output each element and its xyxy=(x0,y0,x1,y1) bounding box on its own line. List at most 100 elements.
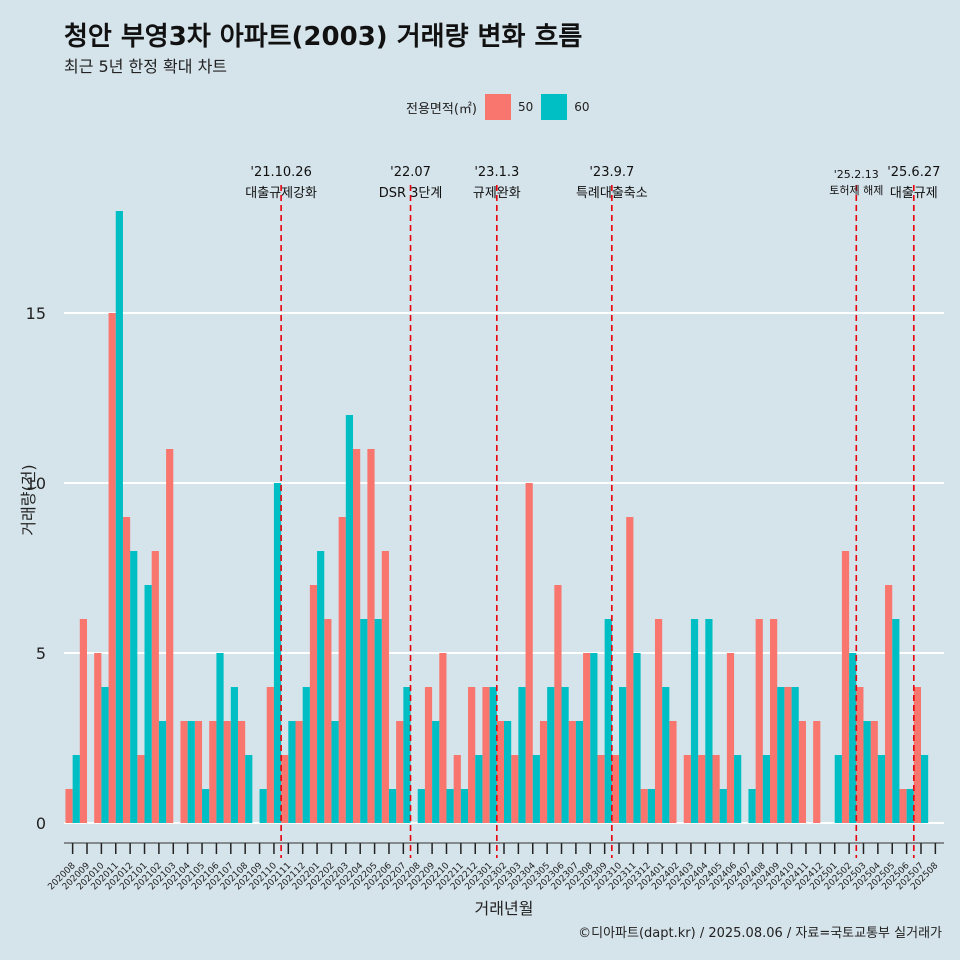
bar-60-202112 xyxy=(302,687,310,823)
bar-50-202112 xyxy=(295,721,303,823)
bar-60-202409 xyxy=(777,687,785,823)
bar-50-202207 xyxy=(396,721,404,823)
bar-50-202009 xyxy=(79,619,88,823)
bar-60-202302 xyxy=(504,721,512,823)
bar-60-202307 xyxy=(575,721,584,823)
bar-60-202410 xyxy=(791,687,799,823)
bar-60-202408 xyxy=(762,755,771,823)
source-caption: ©디아파트(dapt.kr) / 2025.08.06 / 자료=국토교통부 실… xyxy=(578,926,942,941)
bar-50-202101 xyxy=(137,755,145,823)
legend-key-50 xyxy=(484,94,511,120)
bar-60-202406 xyxy=(734,755,742,823)
policy-date-4: '25.2.13 xyxy=(834,168,879,181)
bar-60-202405 xyxy=(719,789,727,823)
bar-60-202407 xyxy=(748,789,756,823)
bar-60-202211 xyxy=(460,789,469,823)
policy-date-2: '23.1.3 xyxy=(474,165,519,180)
bar-50-202204 xyxy=(353,449,361,823)
bar-50-202302 xyxy=(496,721,504,823)
bar-60-202104 xyxy=(187,721,195,823)
bar-60-202506 xyxy=(906,789,914,823)
policy-date-1: '22.07 xyxy=(390,165,431,180)
bar-50-202408 xyxy=(755,619,763,823)
bar-60-202111 xyxy=(288,721,296,823)
policy-label-0: 대출규제강화 xyxy=(245,186,317,201)
bar-50-202202 xyxy=(324,619,332,823)
bar-60-202102 xyxy=(158,721,167,823)
bar-60-202311 xyxy=(633,653,641,823)
policy-label-3: 특례대출축소 xyxy=(576,186,648,201)
bar-50-202008 xyxy=(65,789,73,823)
legend-key-60 xyxy=(541,94,568,120)
chart-subtitle: 최근 5년 한정 확대 차트 xyxy=(64,57,228,76)
bar-50-202110 xyxy=(266,687,274,823)
legend-title: 전용면적(㎡) xyxy=(406,101,477,117)
bar-50-202312 xyxy=(640,789,648,823)
bar-60-202208 xyxy=(417,789,425,823)
bar-50-202504 xyxy=(870,721,878,823)
bar-50-202404 xyxy=(698,755,706,823)
bar-60-202501 xyxy=(834,755,842,823)
bar-50-202402 xyxy=(669,721,677,823)
bar-60-202204 xyxy=(360,619,368,823)
bar-60-202304 xyxy=(532,755,540,823)
bar-60-202201 xyxy=(317,551,325,823)
bar-60-202101 xyxy=(144,585,152,823)
bar-60-202306 xyxy=(561,687,569,823)
bar-60-202505 xyxy=(892,619,900,823)
bar-60-202008 xyxy=(72,755,80,823)
y-tick-label: 15 xyxy=(26,304,46,323)
bar-50-202201 xyxy=(309,585,318,823)
bar-50-202108 xyxy=(237,721,246,823)
bar-60-202503 xyxy=(863,721,871,823)
bar-50-202310 xyxy=(611,755,620,823)
bar-60-202207 xyxy=(403,687,411,823)
bar-50-202305 xyxy=(539,721,548,823)
bar-50-202012 xyxy=(122,517,131,823)
policy-date-3: '23.9.7 xyxy=(589,165,634,180)
y-axis-title: 거래량(건) xyxy=(19,464,38,535)
bar-50-202209 xyxy=(424,687,433,823)
policy-date-0: '21.10.26 xyxy=(250,165,311,180)
bar-60-202308 xyxy=(590,653,598,823)
bar-50-202212 xyxy=(468,687,476,823)
bar-60-202109 xyxy=(259,789,267,823)
bar-50-202205 xyxy=(367,449,375,823)
bar-50-202103 xyxy=(166,449,174,823)
bar-60-202301 xyxy=(489,687,497,823)
bar-50-202411 xyxy=(798,721,806,823)
bar-50-202412 xyxy=(813,721,821,823)
bar-50-202106 xyxy=(209,721,217,823)
bar-50-202506 xyxy=(899,789,907,823)
bar-50-202111 xyxy=(281,755,289,823)
bar-50-202410 xyxy=(784,687,792,823)
bar-50-202401 xyxy=(654,619,663,823)
bar-60-202203 xyxy=(345,415,354,823)
bar-50-202107 xyxy=(223,721,231,823)
bar-50-202211 xyxy=(453,755,461,823)
chart-title: 청안 부영3차 아파트(2003) 거래량 변화 흐름 xyxy=(64,22,583,52)
bar-50-202304 xyxy=(525,483,533,823)
bar-60-202210 xyxy=(446,789,454,823)
bar-50-202406 xyxy=(726,653,735,823)
bar-50-202403 xyxy=(683,755,691,823)
bar-60-202206 xyxy=(388,789,397,823)
bar-50-202405 xyxy=(712,755,720,823)
bar-60-202202 xyxy=(331,721,339,823)
bar-50-202502 xyxy=(841,551,850,823)
bar-60-202309 xyxy=(604,619,612,823)
policy-label-2: 규제완화 xyxy=(473,186,521,201)
bar-50-202503 xyxy=(856,687,864,823)
policy-date-5: '25.6.27 xyxy=(887,165,940,180)
legend: 전용면적(㎡) 50 60 xyxy=(406,93,590,121)
bar-60-202303 xyxy=(518,687,526,823)
legend-label-60: 60 xyxy=(574,100,590,114)
bar-60-202305 xyxy=(547,687,555,823)
bar-50-202505 xyxy=(885,585,893,823)
bar-50-202011 xyxy=(108,313,116,823)
bar-60-202401 xyxy=(662,687,670,823)
bar-50-202206 xyxy=(381,551,389,823)
y-tick-label: 10 xyxy=(26,474,46,493)
bar-50-202307 xyxy=(568,721,576,823)
